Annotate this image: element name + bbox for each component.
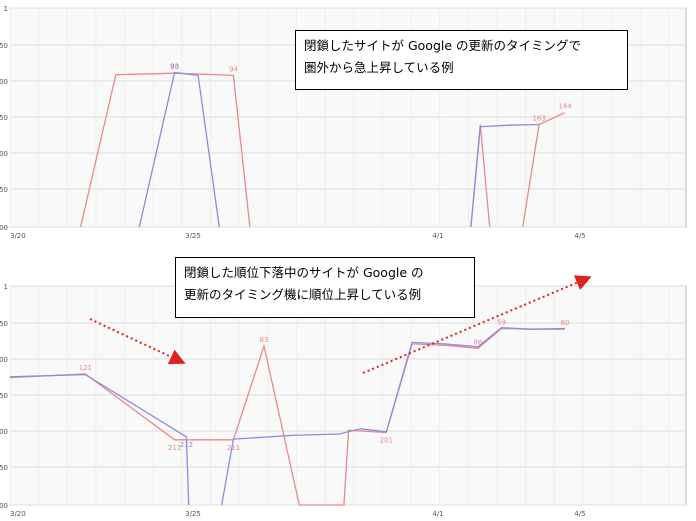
arrow-up — [362, 275, 592, 374]
x-tick-label: 3/20 — [10, 510, 26, 518]
y-tick-label: 300 — [0, 502, 8, 510]
y-tick-label: 50 — [0, 320, 8, 328]
series-line — [9, 327, 565, 506]
data-label: 83 — [260, 336, 269, 344]
data-label: 59 — [497, 318, 506, 326]
x-tick-label: 3/25 — [185, 232, 201, 240]
data-label: 144 — [558, 103, 572, 111]
data-label: 121 — [79, 364, 92, 372]
y-tick-label: 250 — [0, 186, 8, 194]
series-line — [221, 327, 566, 506]
x-tick-label: 3/20 — [10, 232, 26, 240]
y-tick-label: 300 — [0, 224, 8, 232]
y-tick-label: 50 — [0, 42, 8, 50]
data-label: 90 — [170, 63, 179, 71]
chart-panel-2: 1501001502002503003/203/254/14/512121121… — [0, 283, 687, 518]
arrow-down — [89, 318, 186, 365]
y-tick-label: 1 — [4, 283, 8, 291]
y-tick-label: 1 — [4, 5, 8, 13]
data-label: 211 — [227, 444, 240, 452]
series-line — [9, 373, 190, 506]
y-tick-label: 150 — [0, 392, 8, 400]
x-tick-label: 4/5 — [574, 510, 585, 518]
data-label: 86 — [474, 338, 483, 346]
y-tick-label: 100 — [0, 356, 8, 364]
y-tick-label: 200 — [0, 150, 8, 158]
x-tick-label: 4/5 — [574, 232, 585, 240]
data-label: 94 — [229, 65, 238, 73]
x-tick-label: 4/1 — [432, 232, 443, 240]
x-tick-label: 4/1 — [432, 510, 443, 518]
y-tick-label: 150 — [0, 114, 8, 122]
data-label: 60 — [561, 319, 570, 327]
data-label: 212 — [180, 441, 193, 449]
data-label: 211 — [168, 444, 181, 452]
series-line — [138, 71, 220, 228]
y-tick-label: 200 — [0, 428, 8, 436]
y-tick-label: 100 — [0, 78, 8, 86]
annotation-box-top: 閉鎖したサイトが Google の更新のタイミングで 圏外から急上昇している例 — [295, 30, 628, 90]
y-tick-label: 250 — [0, 464, 8, 472]
data-label: 93 — [170, 62, 179, 70]
data-label: 163 — [532, 114, 545, 122]
annotation-box-bottom: 閉鎖した順位下落中のサイトが Google の 更新のタイミング機に順位上昇して… — [175, 257, 475, 318]
x-tick-label: 3/25 — [185, 510, 201, 518]
data-label: 201 — [380, 436, 393, 444]
series-line — [470, 123, 540, 228]
